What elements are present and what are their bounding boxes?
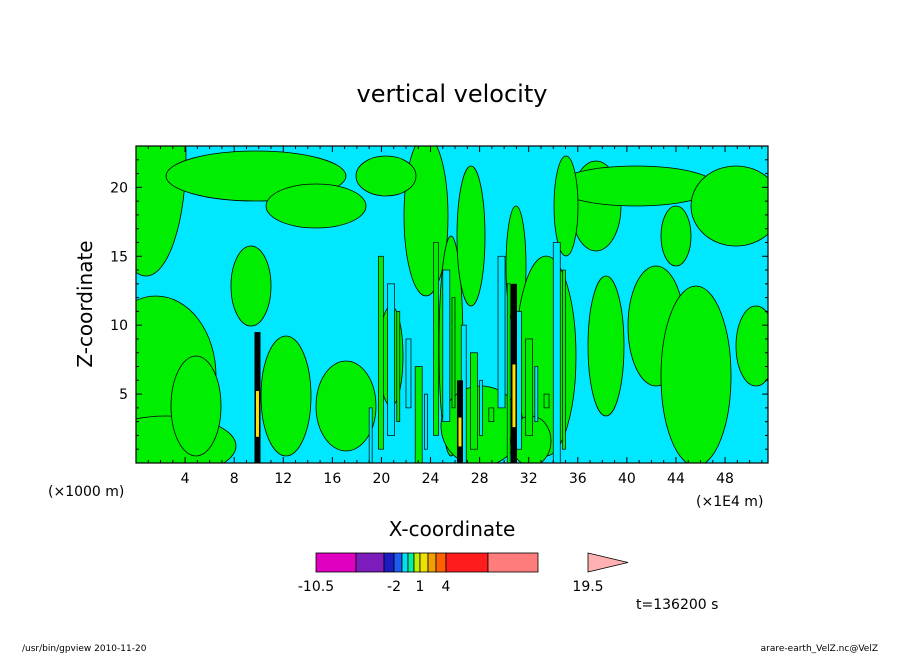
colorbar-swatch bbox=[393, 552, 403, 573]
x-tick-label: 40 bbox=[618, 471, 636, 487]
x-unit-left: (×1000 m) bbox=[48, 484, 124, 500]
contour-fills bbox=[136, 146, 768, 463]
x-tick-label: 32 bbox=[520, 471, 538, 487]
y-tick-label: 10 bbox=[110, 318, 128, 334]
colorbar-label: -2 bbox=[387, 579, 401, 595]
colorbar-label: 19.5 bbox=[572, 579, 603, 595]
footer-right: arare-earth_VelZ.nc@VelZ bbox=[761, 644, 878, 654]
colorbar-label: 1 bbox=[416, 579, 425, 595]
colorbar-swatch bbox=[383, 552, 395, 573]
footer-left: /usr/bin/gpview 2010-11-20 bbox=[22, 644, 147, 654]
colorbar-label: 4 bbox=[442, 579, 451, 595]
colorbar-label: -10.5 bbox=[298, 579, 334, 595]
time-label: t=136200 s bbox=[636, 597, 718, 613]
y-tick-label: 20 bbox=[110, 180, 128, 196]
y-axis-label: Z-coordinate bbox=[73, 240, 97, 367]
x-tick-label: 12 bbox=[274, 471, 292, 487]
plot-area bbox=[136, 146, 768, 463]
x-tick-label: 28 bbox=[471, 471, 489, 487]
colorbar-swatch bbox=[435, 552, 447, 573]
colorbar-swatch bbox=[419, 552, 429, 573]
colorbar-swatch bbox=[413, 552, 421, 573]
colorbar-swatch bbox=[487, 552, 539, 573]
x-tick-label: 8 bbox=[230, 471, 239, 487]
colorbar-swatch bbox=[407, 552, 415, 573]
updraft-core bbox=[255, 390, 259, 437]
colorbar-swatch bbox=[315, 552, 357, 573]
x-tick-label: 44 bbox=[667, 471, 685, 487]
x-tick-label: 36 bbox=[569, 471, 587, 487]
x-tick-label: 24 bbox=[422, 471, 440, 487]
y-tick-label: 5 bbox=[119, 387, 128, 403]
plot-frame bbox=[135, 145, 769, 464]
colorbar-swatch bbox=[401, 552, 409, 573]
updraft-core bbox=[512, 364, 516, 428]
x-tick-label: 16 bbox=[323, 471, 341, 487]
colorbar-swatch bbox=[427, 552, 437, 573]
colorbar: -10.5 -2 1 4 19.5 bbox=[298, 552, 629, 595]
x-tick-label: 48 bbox=[716, 471, 734, 487]
x-unit-right: (×1E4 m) bbox=[696, 494, 763, 510]
x-tick-label: 20 bbox=[373, 471, 391, 487]
y-axis: 5 10 15 20 bbox=[110, 159, 768, 450]
chart-title: vertical velocity bbox=[357, 80, 548, 108]
x-axis: 4 8 12 16 20 24 28 32 36 40 44 48 bbox=[147, 146, 763, 487]
x-axis-label: X-coordinate bbox=[389, 517, 516, 541]
strong-columns bbox=[254, 283, 517, 463]
y-tick-label: 15 bbox=[110, 249, 128, 265]
x-tick-label: 4 bbox=[181, 471, 190, 487]
colorbar-swatch bbox=[355, 552, 385, 573]
colorbar-swatch bbox=[445, 552, 489, 573]
updraft-core bbox=[458, 417, 462, 447]
colorbar-arrow bbox=[587, 552, 629, 573]
